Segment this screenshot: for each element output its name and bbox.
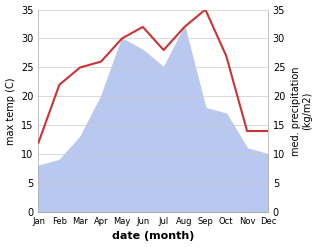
Y-axis label: med. precipitation
(kg/m2): med. precipitation (kg/m2) <box>291 66 313 156</box>
Y-axis label: max temp (C): max temp (C) <box>5 77 16 144</box>
X-axis label: date (month): date (month) <box>112 231 194 242</box>
